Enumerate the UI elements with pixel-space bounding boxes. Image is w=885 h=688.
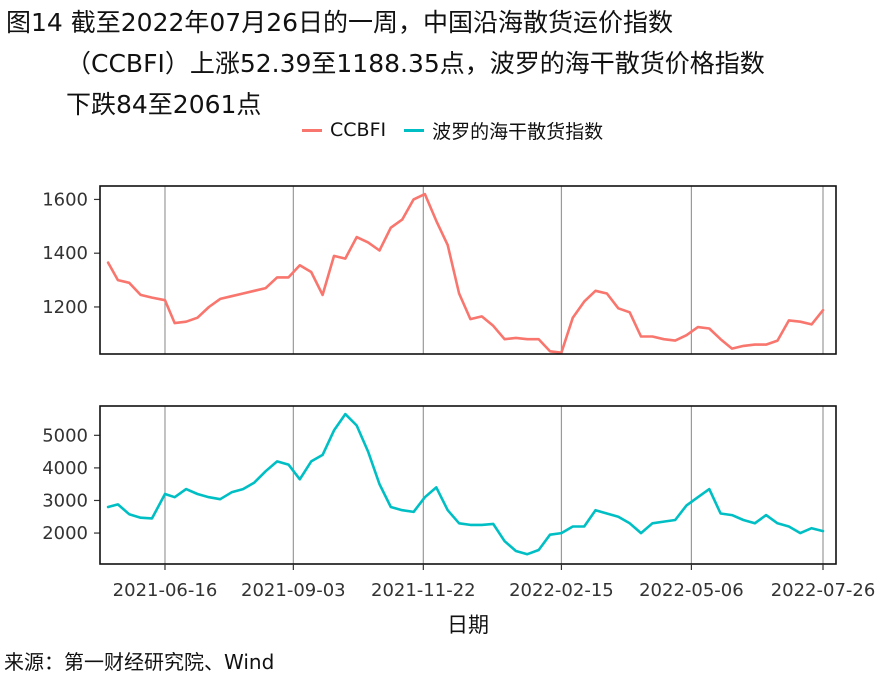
- y-tick-label-1-3: 1600: [42, 189, 88, 210]
- chart-legend: CCBFI 波罗的海干散货指数: [302, 116, 621, 144]
- series-line-bdi: [106, 412, 825, 556]
- legend-label-bdi: 波罗的海干散货指数: [432, 120, 604, 143]
- x-tick-label-4: 2022-02-15: [509, 580, 614, 601]
- title-line-3: 下跌84至2061点: [66, 90, 262, 119]
- x-tick-label-2: 2021-09-03: [241, 580, 346, 601]
- legend-swatch-bdi: [404, 128, 425, 132]
- y-tick-label-1-2: 1400: [42, 243, 88, 264]
- x-tick-label-5: 2022-05-06: [639, 580, 744, 601]
- y-tick-label-2-2: 3000: [42, 490, 88, 511]
- series-line-ccbfi: [106, 192, 825, 355]
- source-note: 来源：第一财经研究院、Wind: [4, 650, 275, 674]
- chart-title: 图14 截至2022年07月26日的一周，中国沿海散货运价指数 （CCBFI）上…: [6, 2, 876, 125]
- y-tick-label-2-4: 5000: [42, 425, 88, 446]
- y-tick-label-2-3: 4000: [42, 458, 88, 479]
- x-tick-label-3: 2021-11-22: [371, 580, 476, 601]
- x-axis-label: 日期: [447, 613, 489, 637]
- x-tick-label-6: 2022-07-26: [771, 580, 876, 601]
- x-tick-label-1: 2021-06-16: [113, 580, 218, 601]
- panel-border-2: [99, 405, 837, 565]
- y-tick-label-2-1: 2000: [42, 523, 88, 544]
- legend-swatch-ccbfi: [302, 128, 322, 132]
- legend-label-ccbfi: CCBFI: [330, 119, 387, 141]
- legend-item-bdi: 波罗的海干散货指数: [404, 117, 603, 144]
- panel-border-1: [99, 185, 837, 355]
- y-tick-label-1-1: 1200: [42, 297, 88, 318]
- legend-item-ccbfi: CCBFI: [302, 119, 386, 141]
- title-line-2: （CCBFI）上涨52.39至1188.35点，波罗的海干散货价格指数: [66, 49, 765, 78]
- title-line-1: 图14 截至2022年07月26日的一周，中国沿海散货运价指数: [6, 8, 674, 37]
